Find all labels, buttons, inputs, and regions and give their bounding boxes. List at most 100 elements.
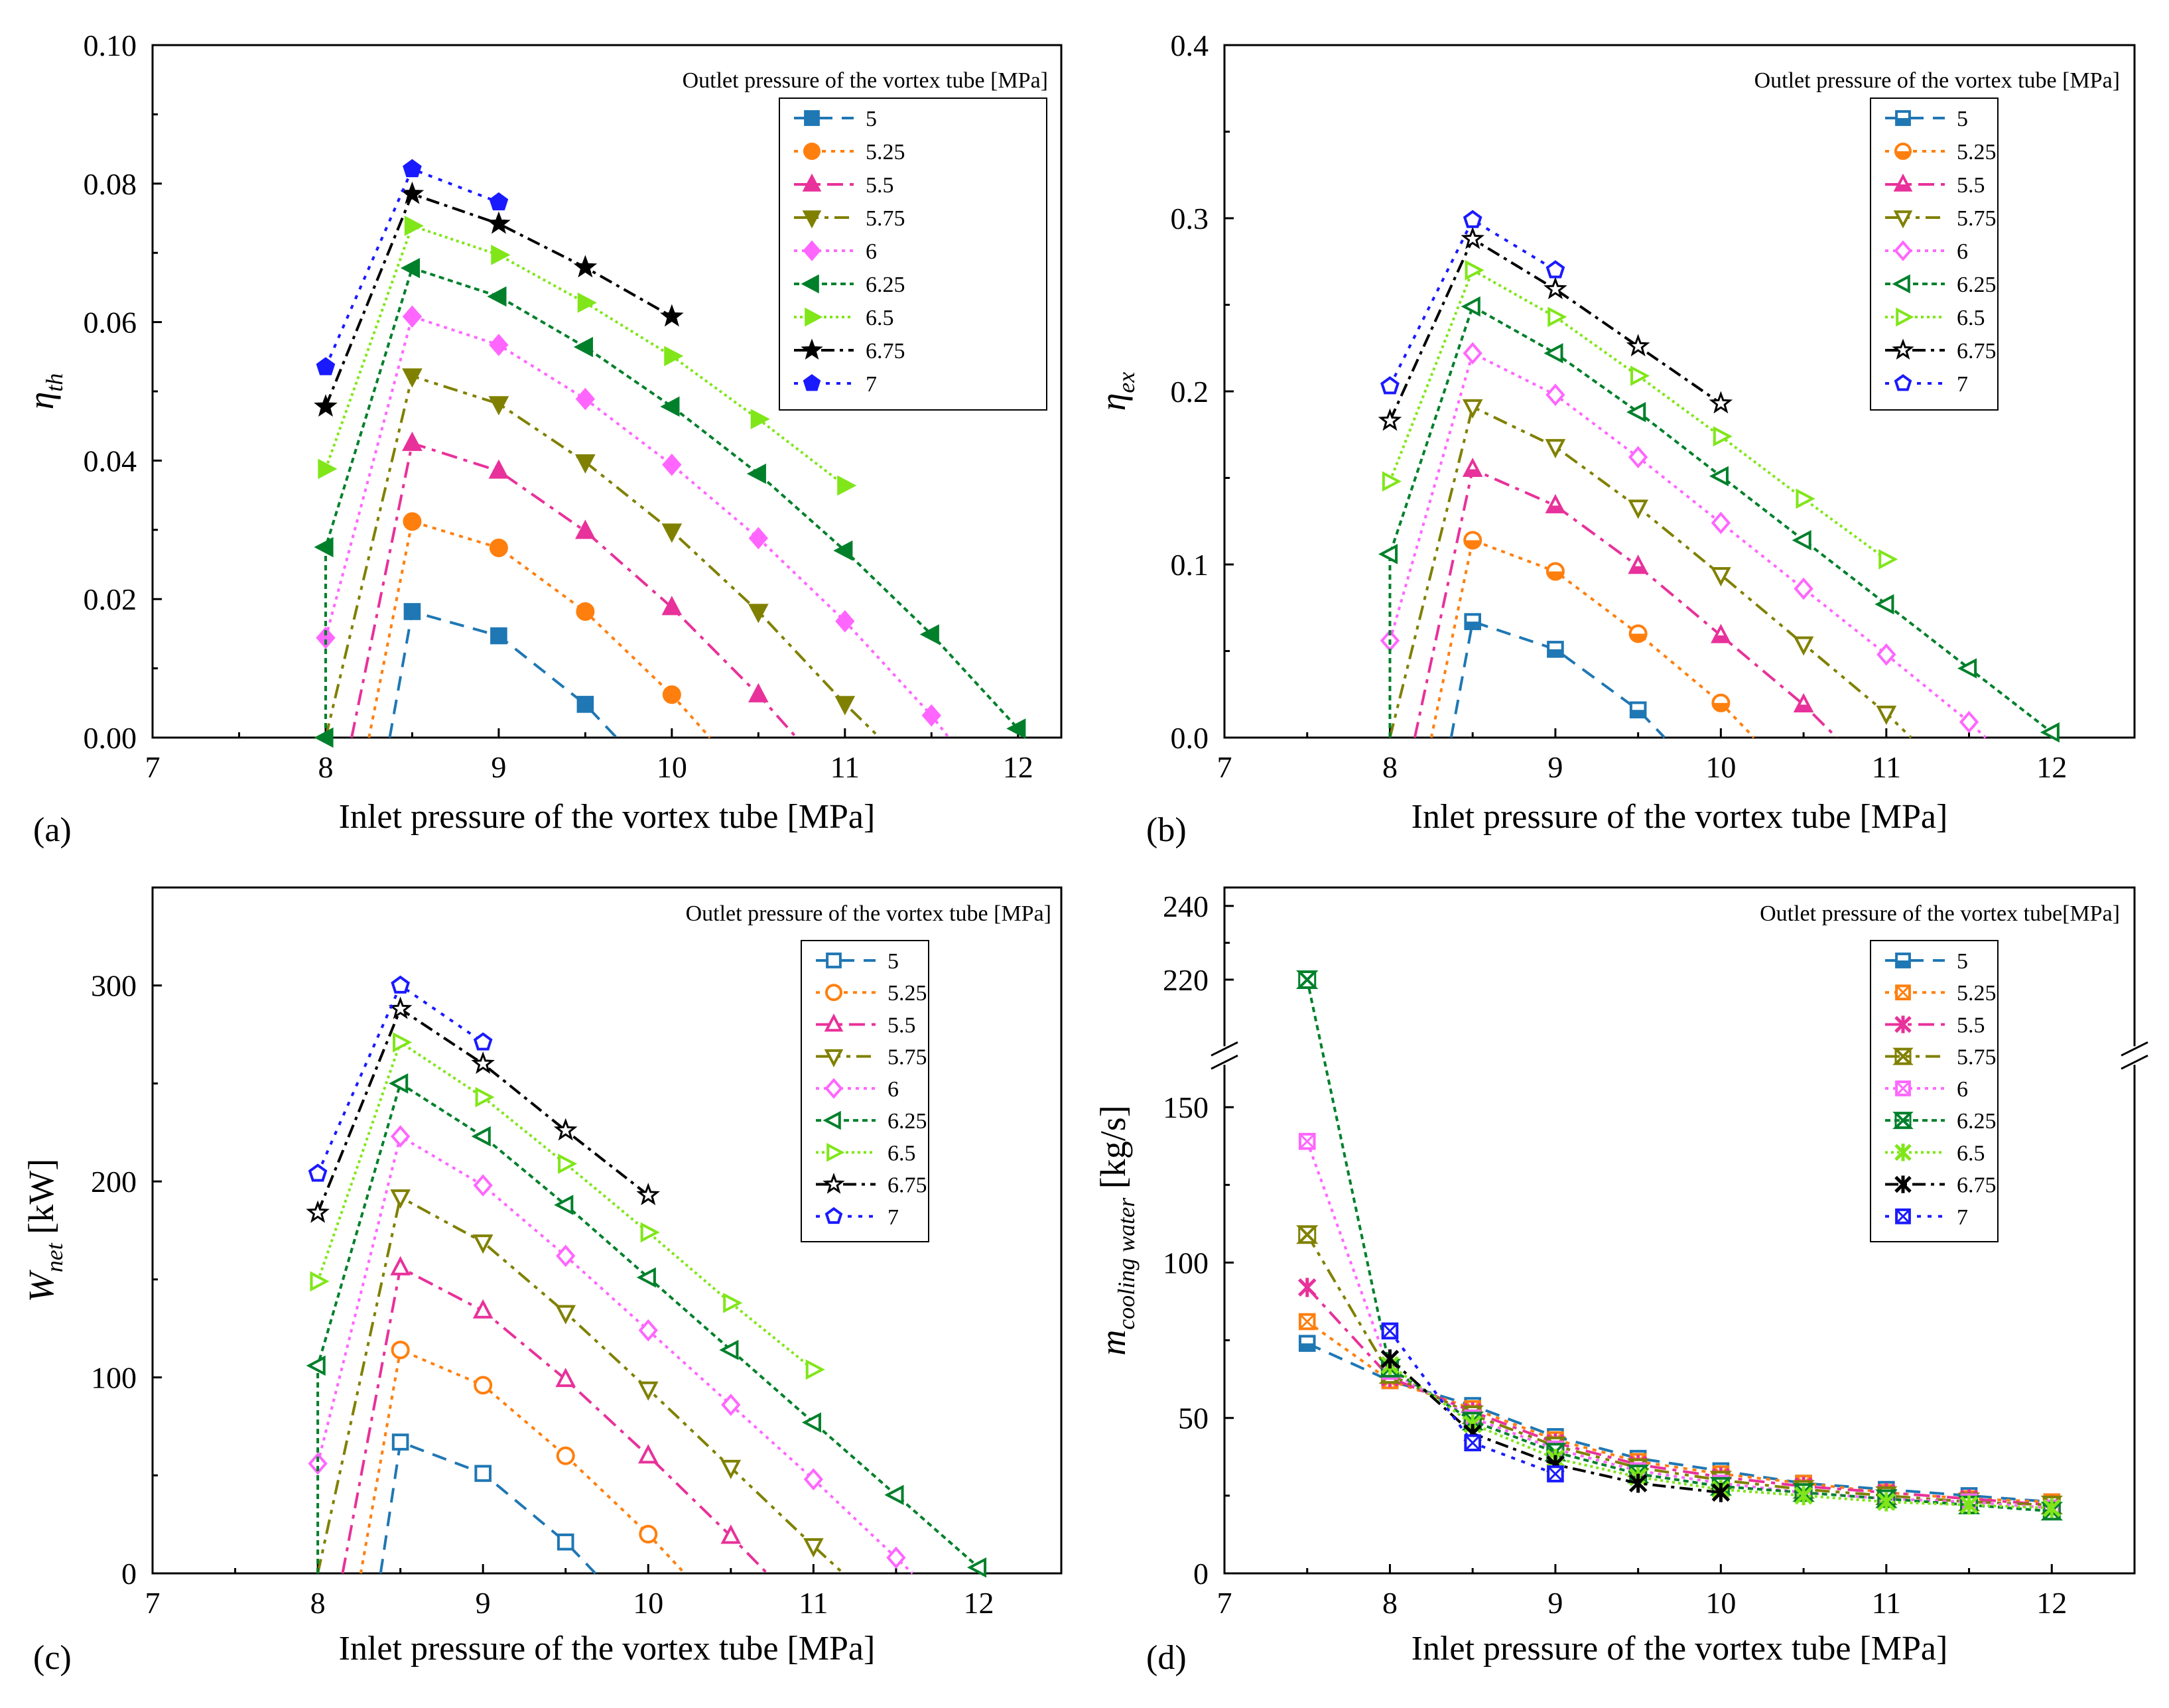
legend-label: 5.25 bbox=[887, 981, 927, 1006]
legend-marker-fill bbox=[1896, 960, 1910, 967]
legend-label: 7 bbox=[866, 372, 877, 397]
data-point-side bbox=[1877, 1490, 1896, 1507]
data-point bbox=[1626, 334, 1650, 357]
data-point bbox=[488, 459, 509, 479]
data-point bbox=[474, 1376, 493, 1395]
data-point bbox=[390, 1256, 411, 1276]
legend-label: 5.25 bbox=[1957, 140, 1997, 164]
data-point bbox=[719, 1339, 739, 1360]
y-tick-label: 0.10 bbox=[84, 29, 137, 62]
data-point bbox=[662, 453, 682, 476]
panel-label: (d) bbox=[1146, 1639, 1187, 1677]
data-point bbox=[1006, 718, 1026, 739]
legend-item: 5.5 bbox=[1885, 1013, 1985, 1037]
series-6.75 bbox=[1378, 226, 1733, 431]
series-6.25 bbox=[314, 257, 1026, 748]
panel-label: (c) bbox=[33, 1639, 72, 1677]
legend-item: 5.75 bbox=[794, 206, 905, 231]
legend-box bbox=[779, 98, 1047, 411]
data-point bbox=[490, 627, 507, 645]
data-point-fill bbox=[1299, 1343, 1315, 1351]
data-point bbox=[555, 1305, 576, 1325]
data-point bbox=[1382, 471, 1402, 492]
x-tick-label: 11 bbox=[799, 1586, 828, 1620]
data-point bbox=[489, 192, 509, 211]
data-point bbox=[400, 257, 421, 279]
data-point bbox=[576, 602, 595, 621]
y-axis-label: ηth bbox=[21, 373, 68, 410]
data-point bbox=[1545, 438, 1566, 459]
legend-label: 6 bbox=[887, 1077, 899, 1102]
data-point-fill bbox=[1465, 469, 1481, 476]
data-point bbox=[1709, 466, 1729, 487]
legend-item: 7 bbox=[816, 1205, 899, 1230]
data-point bbox=[1295, 1225, 1319, 1244]
data-point bbox=[639, 1524, 658, 1544]
legend-item: 6.25 bbox=[1885, 273, 1997, 297]
series-line bbox=[1305, 1141, 2052, 1510]
legend-item: 7 bbox=[794, 372, 877, 397]
data-point bbox=[1878, 549, 1898, 570]
legend-label: 5 bbox=[1957, 107, 1968, 131]
data-point-fill bbox=[1630, 566, 1646, 573]
legend-item: 6.25 bbox=[816, 1109, 927, 1134]
data-point bbox=[1628, 1473, 1648, 1493]
legend-marker bbox=[1894, 373, 1912, 391]
x-axis-label: Inlet pressure of the vortex tube [MPa] bbox=[339, 1630, 876, 1668]
legend-label: 7 bbox=[1957, 372, 1968, 397]
legend-item: 5.5 bbox=[1885, 173, 1985, 198]
data-point bbox=[720, 1524, 742, 1544]
legend-marker-side bbox=[1894, 1113, 1912, 1128]
data-point bbox=[750, 409, 770, 430]
legend-label: 7 bbox=[1957, 1205, 1968, 1230]
data-point bbox=[489, 334, 509, 356]
data-point bbox=[310, 1271, 330, 1292]
legend-item: 5 bbox=[794, 107, 877, 131]
data-point bbox=[558, 1153, 578, 1174]
y-tick-label: 50 bbox=[1178, 1402, 1209, 1435]
legend-marker bbox=[803, 373, 821, 391]
data-point bbox=[660, 396, 680, 417]
data-point bbox=[833, 540, 853, 561]
legend-title: Outlet pressure of the vortex tube[MPa] bbox=[1760, 901, 2120, 926]
legend-label: 6.75 bbox=[1957, 1173, 1997, 1198]
legend-title: Outlet pressure of the vortex tube [MPa] bbox=[683, 68, 1048, 93]
data-point-fill bbox=[1548, 649, 1563, 657]
legend-label: 5.75 bbox=[866, 206, 905, 231]
legend-marker bbox=[1893, 210, 1913, 229]
data-point bbox=[314, 537, 334, 558]
data-point bbox=[1713, 426, 1733, 447]
data-point bbox=[803, 1538, 824, 1558]
data-point bbox=[1544, 277, 1567, 300]
axis-break-mark bbox=[1211, 1054, 1238, 1070]
legend-label: 5.25 bbox=[866, 140, 905, 164]
series-5.25 bbox=[1429, 531, 1755, 739]
legend-label: 6 bbox=[1957, 1077, 1968, 1102]
legend-marker-fill bbox=[1896, 151, 1910, 159]
data-point bbox=[308, 1452, 328, 1475]
data-point-fill bbox=[1465, 622, 1480, 629]
data-point-side bbox=[1794, 1484, 1813, 1501]
y-tick-label: 100 bbox=[1163, 1246, 1209, 1280]
data-point bbox=[1794, 1486, 1813, 1506]
legend-item: 5.25 bbox=[816, 981, 927, 1006]
legend-marker bbox=[1894, 1016, 1912, 1033]
y-label-main: m bbox=[1093, 1330, 1133, 1356]
series-5 bbox=[1449, 613, 1666, 739]
data-point bbox=[402, 431, 423, 451]
data-point bbox=[391, 975, 410, 994]
legend-item: 6.75 bbox=[1885, 338, 1997, 363]
series-line bbox=[367, 519, 711, 739]
data-point bbox=[638, 1319, 658, 1342]
series-6.5 bbox=[310, 1032, 825, 1380]
legend-label: 6.5 bbox=[887, 1141, 916, 1165]
legend-item: 6.5 bbox=[816, 1141, 916, 1165]
legend-label: 5 bbox=[1957, 949, 1968, 974]
x-axis-label: Inlet pressure of the vortex tube [MPa] bbox=[339, 798, 876, 836]
x-tick-label: 8 bbox=[318, 750, 333, 784]
data-point bbox=[1461, 296, 1480, 317]
data-point bbox=[1463, 210, 1482, 228]
legend-label: 6.25 bbox=[1957, 1109, 1997, 1134]
y-axis-label: Wnet [kW] bbox=[21, 1159, 68, 1302]
data-point bbox=[1463, 342, 1482, 365]
